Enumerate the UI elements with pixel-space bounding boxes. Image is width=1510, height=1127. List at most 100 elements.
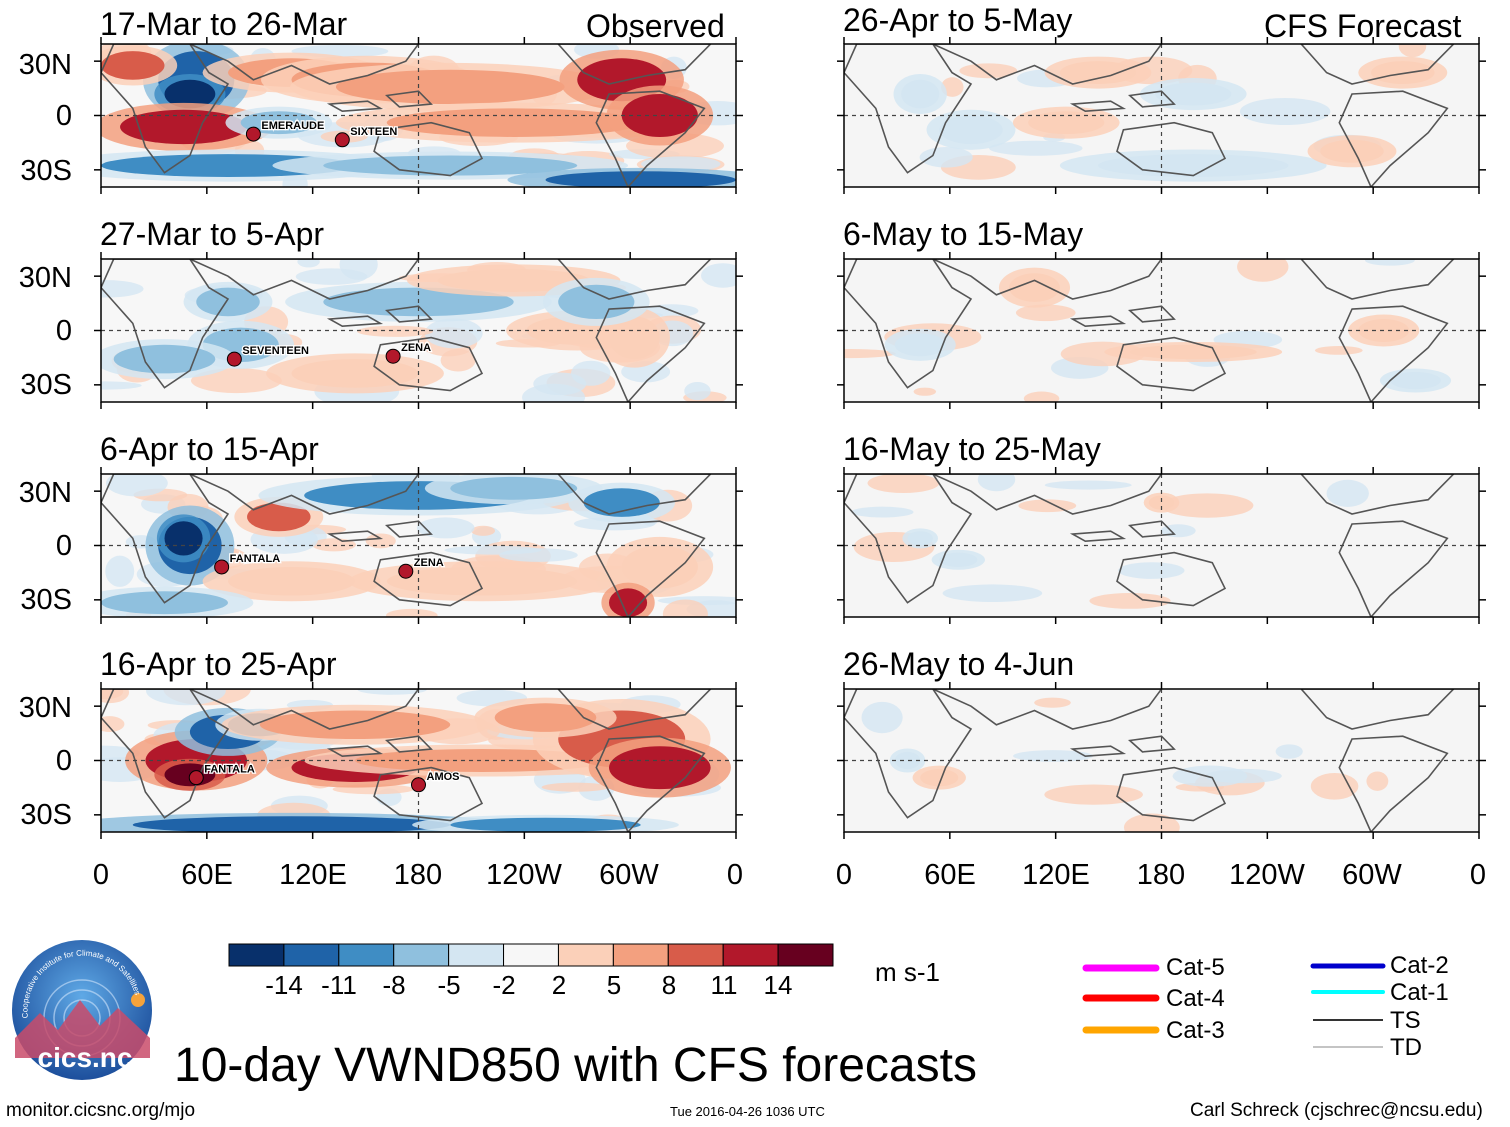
- anomaly-patch: [1205, 768, 1282, 784]
- storm-marker: FANTALA: [214, 552, 281, 575]
- anomaly-core: [939, 552, 978, 567]
- anomaly-core: [907, 531, 933, 546]
- fcst-panel-2-title: 6-May to 15-May: [843, 216, 1084, 252]
- anomaly-patch: [571, 360, 611, 386]
- forecast-map-panel: [837, 37, 1486, 194]
- anomaly-patch: [1089, 593, 1171, 609]
- storm-label: EMERAUDE: [261, 120, 324, 132]
- anomaly-core: [894, 333, 946, 357]
- anomaly-core: [120, 109, 248, 145]
- storm-icon: [214, 559, 230, 575]
- anomaly-core: [609, 316, 660, 360]
- anomaly-patch: [977, 474, 1016, 492]
- y-label-30n: 30N: [18, 49, 72, 81]
- anomaly-core: [132, 816, 451, 832]
- cb-label: -2: [492, 970, 516, 1000]
- anomaly-patch: [662, 599, 708, 617]
- anomaly-patch: [1366, 771, 1389, 791]
- anomaly-patch: [919, 146, 973, 168]
- obs-panel-4-title: 16-Apr to 25-Apr: [100, 646, 337, 682]
- coastline: [1069, 530, 1127, 543]
- coastline: [1116, 551, 1227, 607]
- anomaly-patch: [1398, 44, 1427, 58]
- cb-label: -5: [437, 970, 461, 1000]
- coastline: [101, 259, 230, 389]
- coastline: [1116, 766, 1227, 822]
- coastline: [373, 551, 484, 607]
- y-label-30s: 30S: [20, 799, 72, 831]
- coastline: [595, 90, 706, 187]
- storm-marker: ZENA: [385, 341, 432, 364]
- coastline: [932, 44, 1163, 85]
- footer-url[interactable]: monitor.cicsnc.org/mjo: [6, 1100, 196, 1121]
- coastline: [1127, 305, 1176, 323]
- x-label-180: 180: [393, 859, 443, 891]
- anomaly-core: [450, 817, 641, 832]
- storm-label: SIXTEEN: [350, 126, 397, 138]
- coastline: [326, 745, 384, 758]
- anomaly-patch: [867, 474, 940, 493]
- coastline: [189, 474, 420, 515]
- coastline: [189, 259, 420, 300]
- anomaly-patch: [861, 701, 903, 734]
- storm-marker: EMERAUDE: [245, 119, 326, 142]
- anomaly-core: [494, 703, 597, 732]
- anomaly-core: [1390, 371, 1441, 390]
- coastline: [1338, 520, 1449, 617]
- y-label-0: 0: [55, 530, 72, 562]
- forecast-map-panel: [837, 252, 1486, 409]
- coastline: [844, 259, 973, 389]
- legend-label-cat3: Cat-3: [1166, 1017, 1225, 1044]
- anomaly-patch: [1310, 772, 1359, 800]
- anomaly-patch: [440, 348, 476, 372]
- coastline: [1127, 90, 1176, 108]
- anomaly-core: [558, 284, 635, 320]
- y-label-0: 0: [55, 315, 72, 347]
- colorbar-segment: [338, 943, 395, 967]
- anomaly-patch: [365, 533, 396, 549]
- anomaly-patch: [1314, 346, 1363, 355]
- anomaly-core: [196, 287, 260, 317]
- forecast-map-panel: [837, 682, 1486, 839]
- storm-legend: [1082, 963, 1386, 1048]
- coastline: [101, 44, 230, 174]
- coastline: [595, 735, 706, 832]
- forecast-map-panel: [837, 467, 1486, 624]
- cb-label: -11: [321, 970, 357, 1000]
- anomaly-core: [450, 476, 578, 500]
- anomaly-core: [1028, 111, 1105, 135]
- y-label-30n: 30N: [18, 262, 72, 294]
- anomaly-patch: [101, 280, 144, 298]
- anomaly-patch: [386, 608, 438, 617]
- x-label-60w: 60W: [1342, 859, 1402, 891]
- coastline: [557, 259, 712, 300]
- coastline: [1338, 735, 1449, 832]
- anomaly-patch: [357, 325, 434, 337]
- cb-label: -14: [265, 970, 303, 1000]
- observed-label: Observed: [586, 8, 725, 44]
- anomaly-patch: [1365, 259, 1415, 266]
- cb-label: 11: [710, 970, 738, 1000]
- cb-label: 2: [551, 970, 567, 1000]
- anomaly-core: [621, 545, 698, 589]
- main-title: 10-day VWND850 with CFS forecasts: [174, 1039, 977, 1092]
- storm-label: ZENA: [414, 557, 444, 569]
- anomaly-core: [920, 769, 959, 787]
- anomaly-core: [1129, 344, 1257, 360]
- coastline: [326, 315, 384, 328]
- legend-label-cat1: Cat-1: [1390, 979, 1449, 1006]
- storm-icon: [398, 563, 414, 579]
- anomaly-patch: [424, 318, 483, 349]
- anomaly-patch: [1160, 493, 1254, 518]
- coastline: [1116, 336, 1227, 392]
- anomaly-core: [164, 521, 203, 556]
- anomaly-patch: [1239, 97, 1331, 125]
- colorbar-segment: [667, 943, 724, 967]
- coastline: [1300, 259, 1455, 300]
- anomaly-patch: [357, 689, 427, 695]
- fcst-panel-1-title: 26-Apr to 5-May: [843, 2, 1073, 38]
- anomaly-core: [545, 171, 736, 187]
- coastline: [373, 336, 484, 392]
- observed-map-panel: [94, 682, 743, 839]
- legend-label-cat4: Cat-4: [1166, 985, 1225, 1012]
